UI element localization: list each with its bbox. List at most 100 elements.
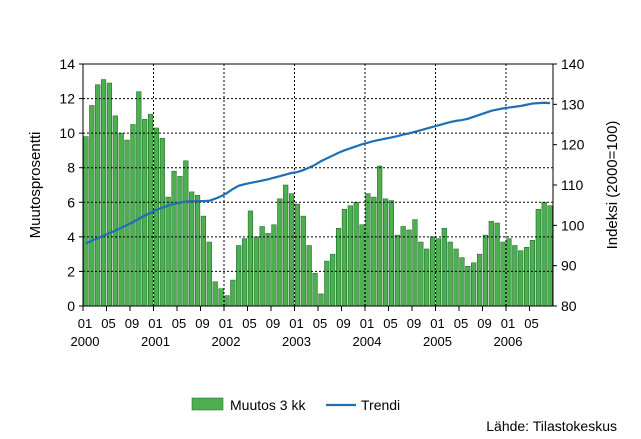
x-tick-label: 01 [78,316,92,331]
y-tick-label: 8 [67,160,75,176]
x-tick-label: 01 [289,316,303,331]
trend-line [85,101,551,245]
bar [189,191,195,307]
bar [236,245,242,307]
bar [106,82,113,307]
x-tick-label: 01 [148,316,162,331]
bar [112,115,118,307]
bar [118,132,124,307]
x-year-label: 2002 [212,334,241,349]
source-note: Lähde: Tilastokeskus [486,418,617,434]
y-tick-label: 10 [59,125,75,141]
bar [218,288,224,307]
bar [382,198,389,307]
x-tick-label: 05 [101,316,115,331]
x-tick-label: 09 [477,316,491,331]
bar [447,241,453,307]
x-year-label: 2004 [353,334,382,349]
bar [300,215,306,307]
y-tick-label: 12 [59,91,75,107]
y2-tick-label: 100 [561,217,585,233]
bar [230,279,236,307]
bar [412,219,418,307]
bar [153,127,160,307]
bar [535,208,541,307]
bar [523,246,530,307]
bar [247,210,254,307]
x-tick-label: 05 [242,316,256,331]
bar [100,79,107,307]
bar [347,205,353,307]
y2-tick-label: 130 [561,96,585,112]
x-tick-label: 01 [219,316,233,331]
y-axis-title: Muutosprosentti [27,132,44,239]
x-tick-label: 05 [172,316,186,331]
bar [200,215,207,307]
bar [89,105,95,307]
bar [529,240,536,307]
x-year-label: 2000 [71,334,100,349]
y2-tick-label: 140 [561,56,585,72]
bar [142,119,148,307]
y-tick-label: 0 [67,298,75,314]
y-tick-label: 6 [67,194,75,210]
bar [177,176,183,307]
bar [306,245,312,307]
x-tick-label: 01 [501,316,515,331]
bar [330,253,336,307]
bar [294,203,301,307]
bar [441,227,447,307]
y2-axis-title: Indeksi (2000=100) [604,121,621,250]
bar [241,238,248,307]
x-tick-label: 05 [454,316,468,331]
bar [159,138,165,307]
bar [388,200,395,307]
x-tick-label: 01 [430,316,444,331]
y2-tick-label: 110 [561,177,584,193]
x-tick-label: 01 [360,316,374,331]
bar [288,193,295,307]
x-year-label: 2005 [423,334,452,349]
bar [394,234,400,307]
bar [95,84,101,307]
bar [341,208,348,307]
bar [400,226,406,307]
bar [324,260,330,307]
bar [459,257,465,307]
bar [194,195,201,307]
bar [465,265,471,307]
bar [377,165,383,307]
bar [512,245,518,307]
bar [136,91,142,307]
bar [224,295,230,307]
x-tick-label: 09 [407,316,421,331]
bar [335,227,342,307]
bar [183,160,189,307]
bar [506,238,512,307]
bar [130,124,136,307]
bar [206,241,212,307]
x-tick-label: 09 [125,316,139,331]
y2-tick-label: 80 [561,298,577,314]
x-tick-label: 09 [266,316,280,331]
bar-series [83,79,553,307]
legend-label-trend: Trendi [361,397,400,413]
bar [494,222,500,307]
y2-tick-label: 90 [561,258,577,274]
bar [424,248,430,307]
bar [283,184,289,307]
bar [212,281,218,307]
legend-swatch-bars [191,397,224,411]
bar [418,241,424,307]
bar [547,205,553,307]
bar [171,170,177,307]
y2-tick-label: 120 [561,137,585,153]
x-year-label: 2003 [282,334,311,349]
x-tick-label: 09 [336,316,350,331]
bar [518,250,524,307]
bar [476,253,483,307]
bar [83,136,89,307]
bar [318,293,324,307]
x-tick-label: 05 [524,316,538,331]
